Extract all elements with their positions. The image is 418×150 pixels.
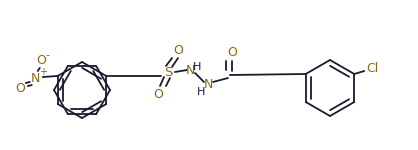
Text: O: O <box>173 44 183 57</box>
Text: N: N <box>203 78 213 92</box>
Text: H: H <box>197 87 205 97</box>
Text: +: + <box>39 67 47 77</box>
Text: N: N <box>185 63 195 76</box>
Text: O: O <box>15 81 25 94</box>
Text: N: N <box>31 72 41 84</box>
Text: O: O <box>36 54 46 66</box>
Text: -: - <box>46 50 50 60</box>
Text: H: H <box>193 62 201 72</box>
Text: O: O <box>227 46 237 60</box>
Text: S: S <box>164 66 172 78</box>
Text: O: O <box>153 87 163 100</box>
Text: Cl: Cl <box>366 63 378 75</box>
